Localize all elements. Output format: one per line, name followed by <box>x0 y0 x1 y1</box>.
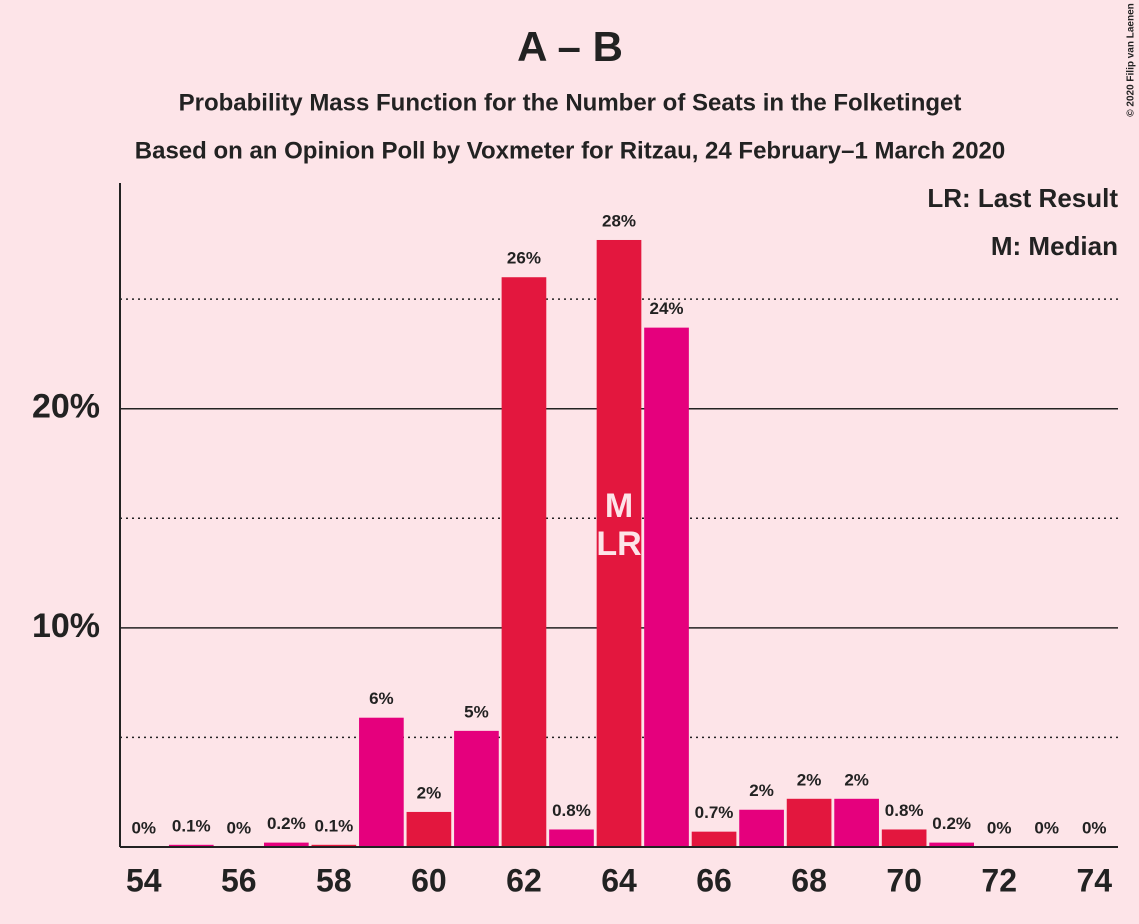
x-tick-label: 66 <box>696 862 732 898</box>
value-label: 6% <box>369 689 394 708</box>
bar <box>406 811 452 847</box>
value-label: 0.1% <box>314 816 353 835</box>
value-label: 0.1% <box>172 816 211 835</box>
bar <box>263 842 309 847</box>
bar <box>834 798 879 847</box>
bar <box>881 829 927 847</box>
bar <box>596 239 642 847</box>
x-tick-label: 74 <box>1076 862 1112 898</box>
annotation: M <box>605 487 633 525</box>
x-tick-label: 70 <box>886 862 922 898</box>
bar <box>786 798 832 847</box>
value-label: 0% <box>987 818 1012 837</box>
bar <box>549 829 594 847</box>
value-label: 5% <box>464 702 489 721</box>
annotation: LR <box>596 525 641 563</box>
chart-title: A – B <box>517 23 623 70</box>
x-tick-label: 56 <box>221 862 257 898</box>
x-tick-label: 68 <box>791 862 827 898</box>
bar <box>501 277 547 847</box>
y-tick-label: 20% <box>32 388 100 426</box>
bar <box>739 809 784 847</box>
bar <box>454 730 499 847</box>
value-label: 0% <box>1082 818 1107 837</box>
bar <box>929 842 975 847</box>
value-label: 2% <box>417 783 442 802</box>
x-tick-label: 58 <box>316 862 352 898</box>
value-label: 2% <box>844 770 869 789</box>
x-tick-label: 72 <box>981 862 1017 898</box>
bar <box>359 717 404 847</box>
x-tick-label: 62 <box>506 862 542 898</box>
x-tick-label: 64 <box>601 862 637 898</box>
x-tick-label: 60 <box>411 862 447 898</box>
y-tick-label: 10% <box>32 607 100 645</box>
legend-note: LR: Last Result <box>927 183 1118 213</box>
bar <box>691 831 737 847</box>
value-label: 0.8% <box>552 801 591 820</box>
value-label: 0% <box>1034 818 1059 837</box>
chart-subtitle: Based on an Opinion Poll by Voxmeter for… <box>135 137 1005 164</box>
value-label: 26% <box>507 249 541 268</box>
value-label: 0.7% <box>695 803 734 822</box>
chart-subtitle: Probability Mass Function for the Number… <box>179 89 962 116</box>
value-label: 0% <box>131 818 156 837</box>
value-label: 24% <box>650 299 684 318</box>
value-label: 0.2% <box>267 814 306 833</box>
value-label: 0.2% <box>932 814 971 833</box>
bar <box>311 844 357 847</box>
value-label: 0% <box>227 818 252 837</box>
bar <box>168 844 214 847</box>
x-tick-label: 54 <box>126 862 162 898</box>
value-label: 2% <box>797 770 822 789</box>
value-label: 0.8% <box>885 801 924 820</box>
bar <box>644 327 689 847</box>
legend-note: M: Median <box>991 231 1118 261</box>
value-label: 28% <box>602 211 636 230</box>
value-label: 2% <box>749 781 774 800</box>
copyright: © 2020 Filip van Laenen <box>1126 3 1137 117</box>
